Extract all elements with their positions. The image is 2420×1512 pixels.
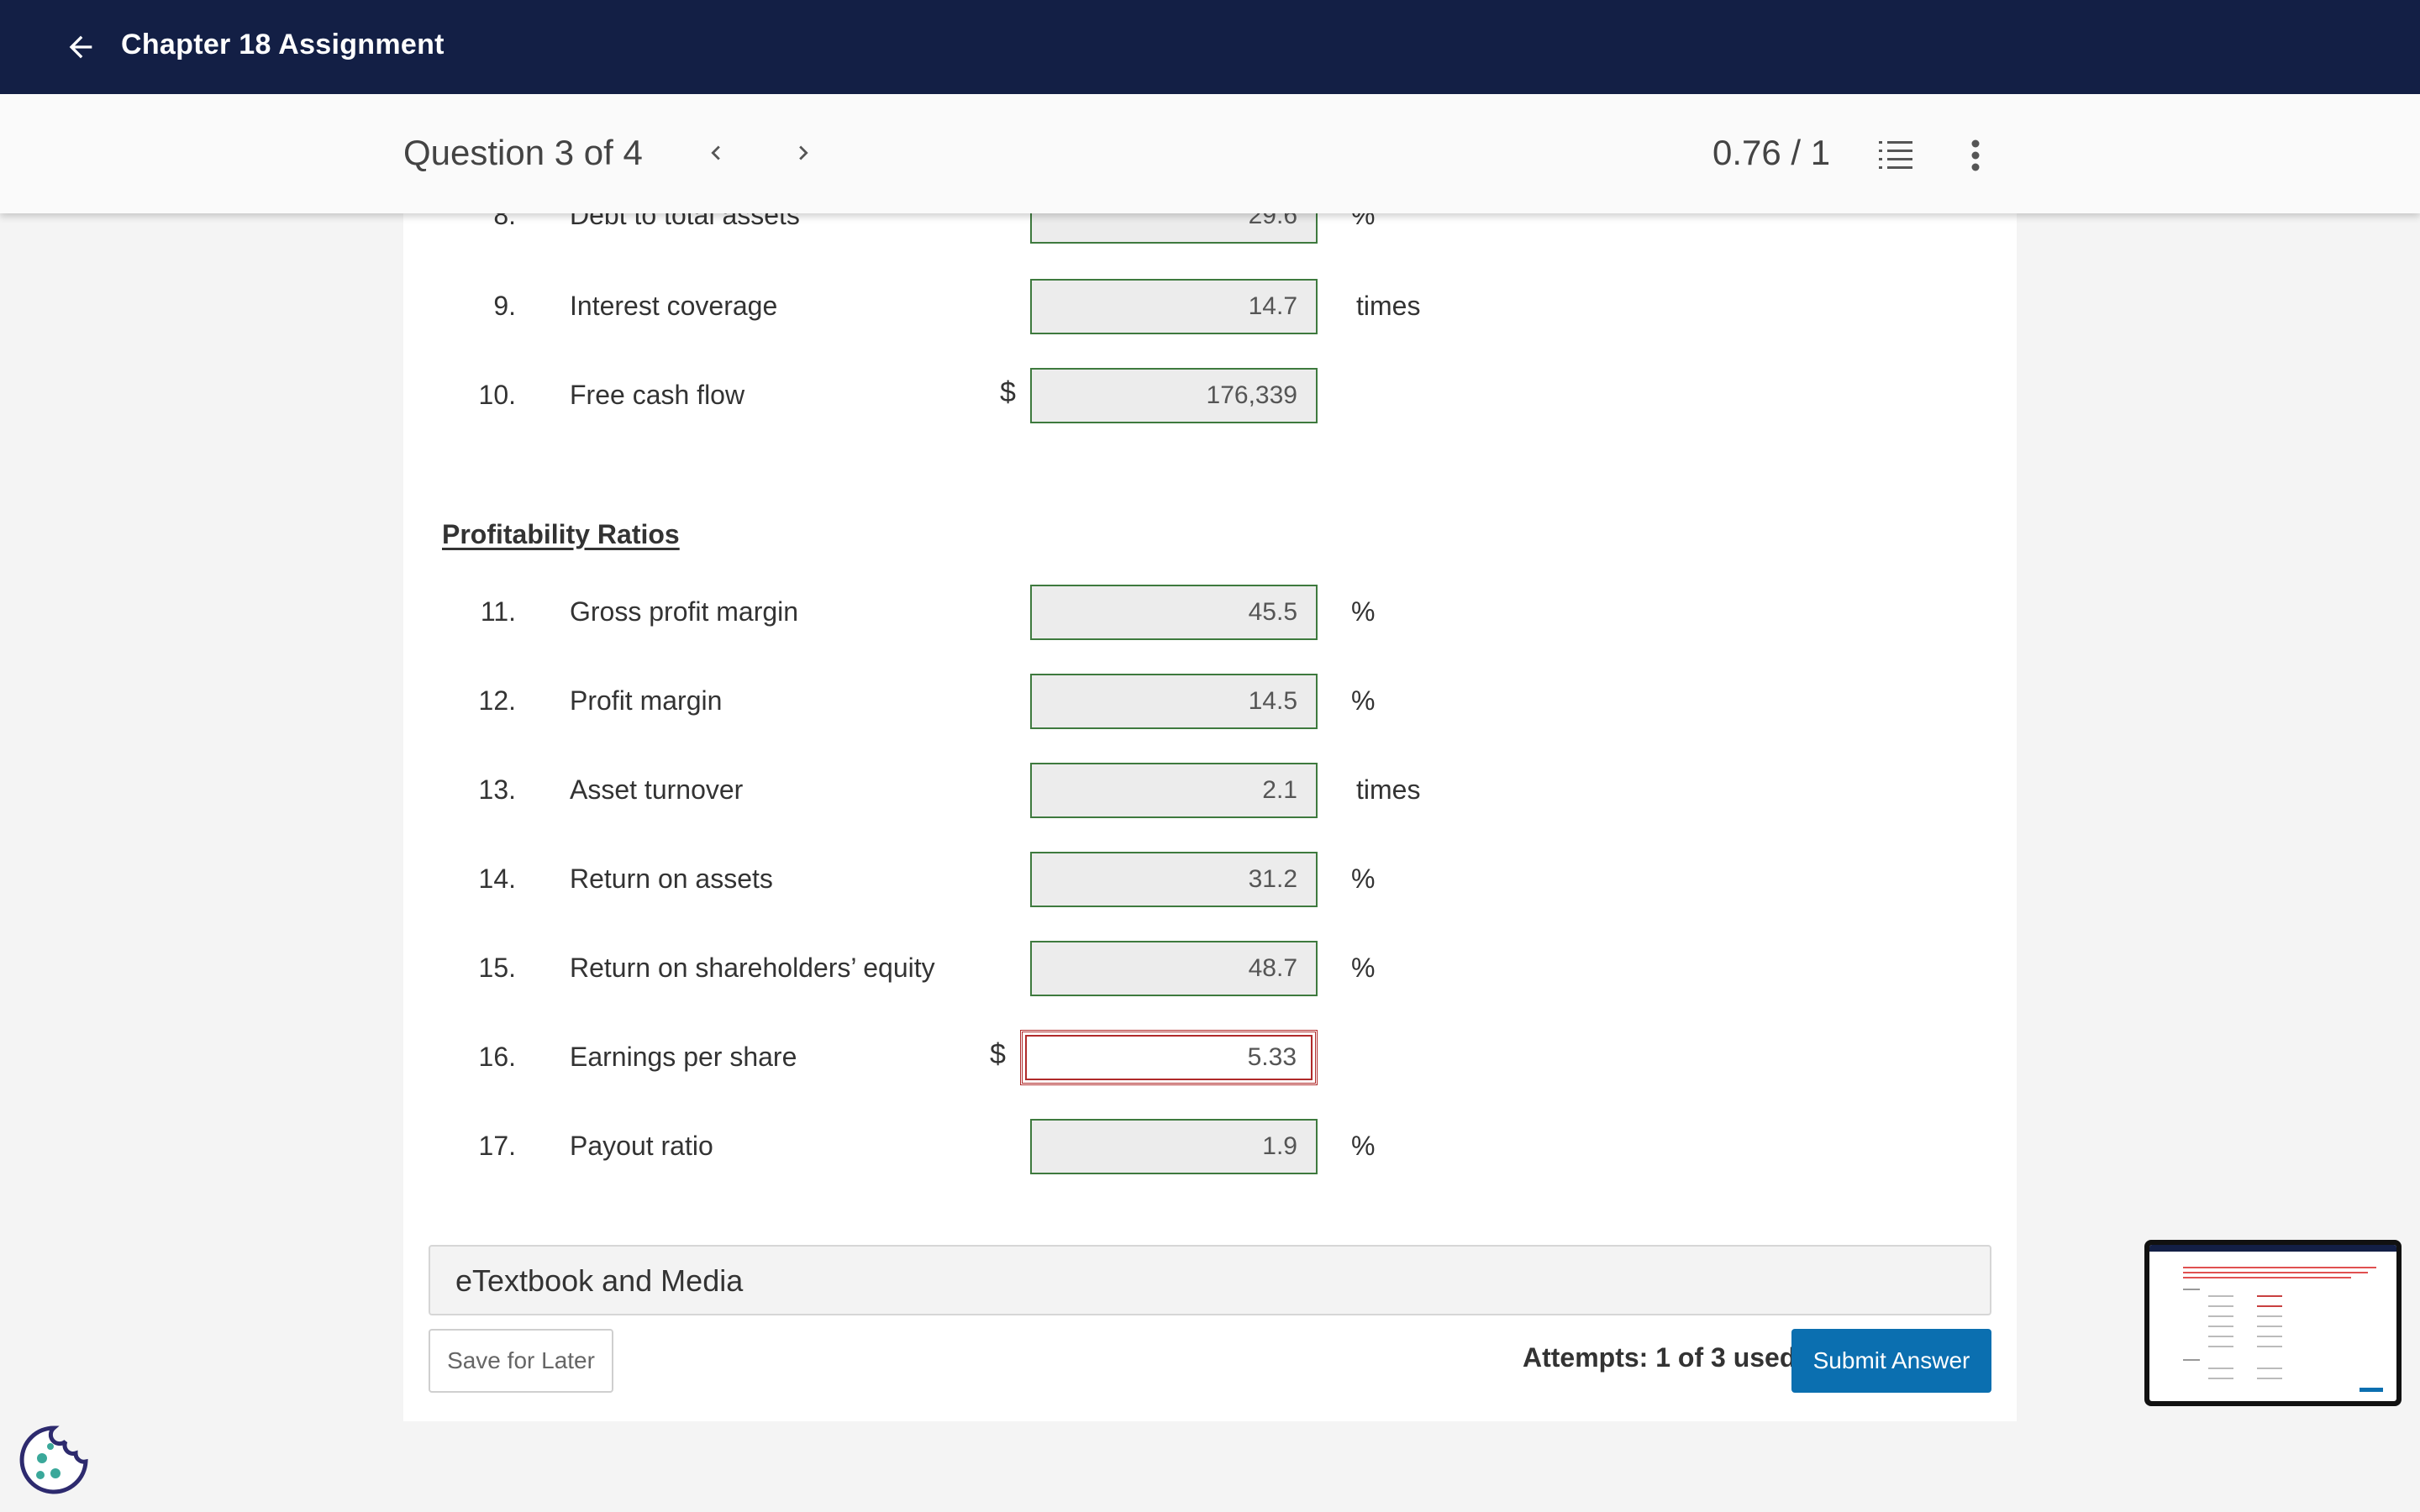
- unit-label: %: [1351, 864, 1376, 894]
- unit-label: %: [1351, 596, 1376, 627]
- chevron-right-icon: [799, 145, 808, 160]
- ratio-row-gross-profit-margin: 11. Gross profit margin %: [403, 585, 2017, 643]
- answer-field[interactable]: [1030, 279, 1318, 334]
- etextbook-media-panel[interactable]: eTextbook and Media: [429, 1245, 1991, 1315]
- unit-label: times: [1356, 774, 1421, 805]
- row-number: 15.: [478, 953, 516, 983]
- ratio-row-return-on-equity: 15. Return on shareholders’ equity %: [403, 941, 2017, 1000]
- ratio-row-interest-coverage: 9. Interest coverage times: [403, 279, 2017, 338]
- row-label: Return on shareholders’ equity: [570, 953, 935, 983]
- answer-field[interactable]: [1030, 585, 1318, 640]
- assignment-title: Chapter 18 Assignment: [121, 29, 445, 60]
- row-number: 13.: [478, 774, 516, 805]
- cookie-icon: [19, 1425, 88, 1494]
- next-question-button[interactable]: [781, 131, 825, 175]
- row-label: Profit margin: [570, 685, 723, 716]
- unit-label: %: [1351, 953, 1376, 983]
- cookie-settings-button[interactable]: [18, 1425, 89, 1495]
- submit-answer-button[interactable]: Submit Answer: [1791, 1329, 1991, 1393]
- more-options-button[interactable]: [1954, 134, 1996, 176]
- row-label: Gross profit margin: [570, 596, 799, 627]
- row-number: 10.: [478, 380, 516, 410]
- answer-field-incorrect[interactable]: [1020, 1030, 1318, 1085]
- row-number: 16.: [478, 1042, 516, 1072]
- unit-label: %: [1351, 1131, 1376, 1161]
- row-label: Return on assets: [570, 864, 773, 894]
- back-button[interactable]: [59, 25, 103, 69]
- unit-label: %: [1351, 685, 1376, 716]
- row-number: 12.: [478, 685, 516, 716]
- row-number: 9.: [493, 291, 516, 321]
- row-label: Asset turnover: [570, 774, 744, 805]
- preview-image: [2149, 1245, 2396, 1401]
- row-number: 17.: [478, 1131, 516, 1161]
- question-list-icon: [1879, 141, 1912, 169]
- row-label: Earnings per share: [570, 1042, 797, 1072]
- unit-label: times: [1356, 291, 1421, 321]
- row-label: Payout ratio: [570, 1131, 713, 1161]
- ratio-row-payout-ratio: 17. Payout ratio %: [403, 1119, 2017, 1178]
- answer-field[interactable]: [1030, 1119, 1318, 1174]
- chevron-left-icon: [711, 145, 720, 160]
- attempts-counter: Attempts: 1 of 3 used: [1523, 1342, 1797, 1373]
- save-for-later-button[interactable]: Save for Later: [429, 1329, 613, 1393]
- answer-field[interactable]: [1030, 852, 1318, 907]
- question-card: 8. Debt to total assets % 9. Interest co…: [403, 188, 2017, 1421]
- row-number: 14.: [478, 864, 516, 894]
- arrow-left-icon: [69, 35, 92, 59]
- answer-field[interactable]: [1030, 368, 1318, 423]
- etextbook-label: eTextbook and Media: [455, 1263, 744, 1298]
- question-nav-bar: Question 3 of 4 0.76 / 1: [0, 94, 2420, 213]
- row-number: 11.: [480, 596, 516, 627]
- row-label: Free cash flow: [570, 380, 745, 410]
- answer-field[interactable]: [1030, 941, 1318, 996]
- question-counter: Question 3 of 4: [403, 133, 643, 172]
- more-vertical-icon: [1971, 139, 1980, 171]
- score-display: 0.76 / 1: [1712, 133, 1831, 172]
- ratio-row-profit-margin: 12. Profit margin %: [403, 674, 2017, 732]
- section-heading-profitability: Profitability Ratios: [442, 519, 680, 549]
- ratio-row-return-on-assets: 14. Return on assets %: [403, 852, 2017, 911]
- ratio-row-earnings-per-share: 16. Earnings per share $: [403, 1030, 2017, 1089]
- answer-field[interactable]: [1030, 763, 1318, 818]
- screen-preview-thumbnail[interactable]: [2144, 1240, 2402, 1406]
- answer-field[interactable]: [1030, 674, 1318, 729]
- ratio-row-free-cash-flow: 10. Free cash flow $: [403, 368, 2017, 427]
- dollar-sign: $: [990, 1038, 1006, 1070]
- question-list-button[interactable]: [1874, 134, 1918, 176]
- top-bar: Chapter 18 Assignment: [0, 0, 2420, 94]
- dollar-sign: $: [1000, 376, 1016, 408]
- previous-question-button[interactable]: [694, 131, 738, 175]
- row-label: Interest coverage: [570, 291, 778, 321]
- ratio-row-asset-turnover: 13. Asset turnover times: [403, 763, 2017, 822]
